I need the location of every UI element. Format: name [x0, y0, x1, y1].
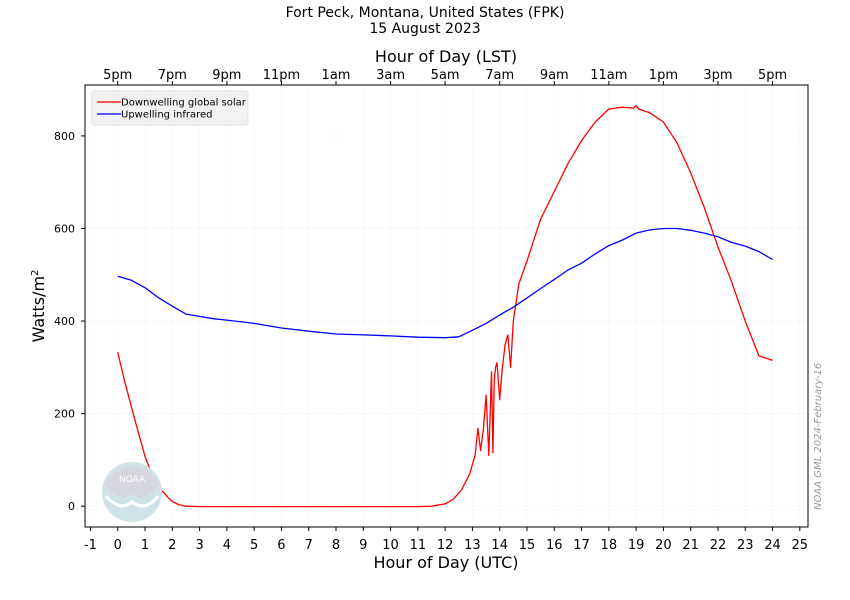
- top-tick-label: 9pm: [212, 68, 241, 83]
- x-tick-label: 22: [710, 538, 727, 553]
- x-axis-label: Hour of Day (UTC): [373, 553, 518, 572]
- top-tick-label: 7am: [485, 68, 514, 83]
- legend-box: [91, 90, 249, 126]
- y-tick-label: 600: [54, 222, 75, 235]
- x-tick-label: 2: [168, 538, 176, 553]
- y-tick-label: 400: [54, 315, 75, 328]
- x-tick-label: 19: [628, 538, 645, 553]
- x-tick-label: 17: [573, 538, 590, 553]
- x-tick-label: 18: [601, 538, 618, 553]
- top-tick-label: 9am: [540, 68, 569, 83]
- x-tick-label: -1: [84, 538, 97, 553]
- axis-ticks: -1 0 1 2 3 4 5 6 7 8 9 10 11 12 13 14 15 16 17 18 19 20 21 22 23…: [54, 68, 808, 553]
- y-tick-label: 0: [68, 500, 75, 513]
- legend-label-infrared: Upwelling infrared: [121, 110, 212, 121]
- top-tick-label: 1am: [322, 68, 351, 83]
- watermark: NOAA GML 2024-February-16: [813, 363, 824, 510]
- x-tick-label: 6: [277, 538, 285, 553]
- top-tick-label: 3am: [376, 68, 405, 83]
- top-tick-label: 5pm: [758, 68, 787, 83]
- grid-lines: [85, 85, 808, 527]
- x-tick-label: 11: [410, 538, 427, 553]
- chart-title: Fort Peck, Montana, United States (FPK): [286, 5, 565, 21]
- x-tick-label: 15: [519, 538, 536, 553]
- top-tick-label: 7pm: [158, 68, 187, 83]
- x-tick-label: 12: [437, 538, 454, 553]
- x-tick-label: 3: [195, 538, 203, 553]
- y-tick-label: 800: [54, 130, 75, 143]
- x-tick-label: 21: [682, 538, 699, 553]
- top-tick-label: 11pm: [263, 68, 300, 83]
- top-tick-label: 3pm: [703, 68, 732, 83]
- x-tick-label: 13: [464, 538, 481, 553]
- top-tick-label: 5pm: [103, 68, 132, 83]
- x-tick-label: 5: [250, 538, 258, 553]
- x-tick-label: 7: [305, 538, 313, 553]
- x-tick-label: 9: [359, 538, 367, 553]
- legend-label-solar: Downwelling global solar: [121, 98, 247, 109]
- x-tick-label: 4: [223, 538, 231, 553]
- x-tick-label: 24: [764, 538, 781, 553]
- noaa-logo-text: NOAA: [119, 475, 146, 485]
- data-lines: [117, 105, 773, 508]
- y-tick-label: 200: [54, 408, 75, 421]
- x-tick-label: 10: [382, 538, 399, 553]
- legend: Downwelling global solar Upwelling infra…: [91, 90, 249, 126]
- y-axis-label-text: Watts/m: [29, 276, 48, 342]
- x-tick-label: 23: [737, 538, 754, 553]
- top-axis-label: Hour of Day (LST): [375, 47, 517, 66]
- noaa-logo: NOAA: [102, 462, 162, 522]
- x-tick-label: 1: [141, 538, 149, 553]
- chart-subtitle: 15 August 2023: [369, 21, 480, 37]
- x-tick-label: 14: [491, 538, 508, 553]
- x-tick-label: 8: [332, 538, 340, 553]
- x-tick-label: 0: [114, 538, 122, 553]
- top-tick-label: 11am: [590, 68, 627, 83]
- top-tick-label: 1pm: [649, 68, 678, 83]
- plot-frame: [84, 84, 809, 528]
- top-tick-label: 5am: [431, 68, 460, 83]
- y-axis-label: Watts/m2: [29, 270, 48, 343]
- x-tick-label: 16: [546, 538, 563, 553]
- series-line-infrared: [117, 227, 773, 339]
- noaa-logo-wave: [104, 494, 160, 508]
- series-line-solar: [117, 105, 773, 508]
- x-tick-label: 25: [792, 538, 809, 553]
- x-tick-label: 20: [655, 538, 672, 553]
- noaa-logo-bird: [104, 465, 160, 498]
- y-axis-label-sup: 2: [30, 270, 41, 276]
